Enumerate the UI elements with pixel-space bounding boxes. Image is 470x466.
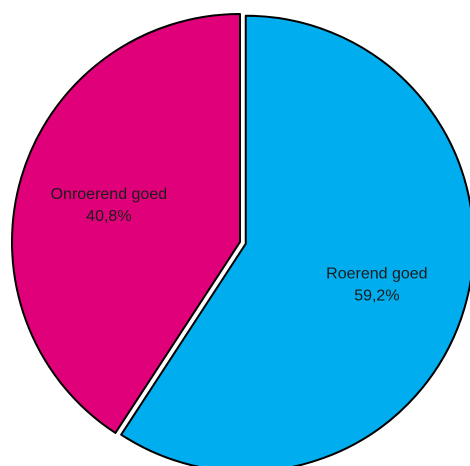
pie-label-value: 40,8% (86, 208, 131, 225)
pie-slice-onroerend-goed (11, 13, 241, 434)
pie-labels: Roerend goed 59,2% Onroerend goed 40,8% (51, 186, 428, 305)
pie-label-name: Roerend goed (326, 266, 427, 283)
pie-slices (11, 13, 470, 466)
pie-label-roerend-goed: Roerend goed 59,2% (326, 266, 427, 305)
pie-label-name: Onroerend goed (51, 186, 168, 203)
pie-label-onroerend-goed: Onroerend goed 40,8% (51, 186, 168, 225)
pie-slice-roerend-goed (120, 14, 470, 466)
pie-label-value: 59,2% (354, 288, 399, 305)
